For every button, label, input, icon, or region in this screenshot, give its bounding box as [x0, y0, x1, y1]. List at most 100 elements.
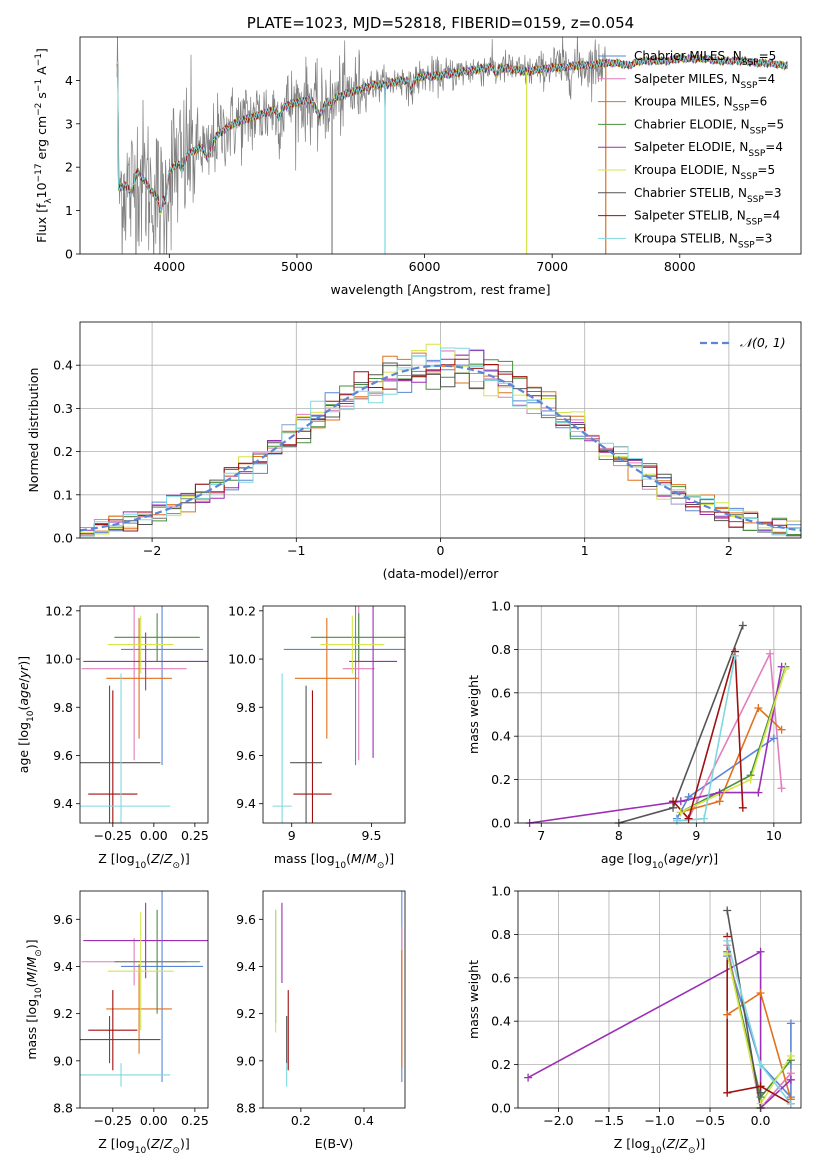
x-axis-label: E(B-V)	[315, 1136, 354, 1151]
y-tick-label: 9.4	[236, 959, 256, 974]
axes-frame	[79, 321, 802, 539]
y-tick-label: 9.0	[53, 1053, 73, 1068]
weight-marker	[786, 1075, 795, 1084]
weight-marker	[676, 808, 685, 817]
plot-area	[80, 606, 208, 823]
weight-marker	[669, 797, 678, 806]
y-tick-label: 0.8	[491, 642, 511, 657]
plot-area	[272, 606, 405, 823]
y-tick-label: 3	[65, 116, 73, 131]
weight-marker	[781, 664, 790, 673]
axes-frame	[79, 36, 802, 255]
y-tick-label: 9.2	[53, 1006, 73, 1021]
y-tick-label: 0.4	[491, 1014, 511, 1029]
weight-marker	[715, 788, 724, 797]
weight-marker	[700, 814, 709, 823]
x-axis-label: Z [log10(Z/Z⊙)]	[614, 1136, 706, 1156]
legend-entry: Kroupa STELIB, NSSP=3	[634, 231, 772, 250]
weight-marker	[723, 1088, 732, 1097]
plot-area	[529, 625, 787, 823]
y-tick-label: 0.2	[53, 444, 73, 459]
axes-frame	[262, 605, 406, 824]
x-tick-label: 0.2	[291, 1113, 311, 1128]
x-tick-label: 8000	[664, 259, 696, 274]
x-tick-label: 2	[725, 543, 733, 558]
weight-marker	[684, 792, 693, 801]
normal-curve	[80, 364, 801, 532]
y-tick-label: 0.0	[491, 1101, 511, 1116]
y-tick-label: 9.4	[53, 959, 73, 974]
x-tick-label: 6000	[409, 259, 441, 274]
y-tick-label: 9.8	[53, 700, 73, 715]
plot-area	[116, 37, 789, 254]
weight-marker	[786, 1019, 795, 1028]
x-tick-label: 0.4	[354, 1113, 374, 1128]
weight-marker	[676, 797, 685, 806]
weight-marker	[684, 814, 693, 823]
histogram-step	[80, 347, 801, 537]
weight-marker	[786, 1051, 795, 1060]
x-axis-label: Z [log10(Z/Z⊙)]	[98, 851, 190, 871]
x-tick-label: 10	[766, 828, 782, 843]
y-axis-label: mass weight	[466, 675, 481, 754]
plot-area	[80, 343, 801, 537]
x-tick-label: 8	[615, 828, 623, 843]
y-axis-label: Flux [fλ10−17 erg cm−2 s−1 A−1]	[34, 48, 54, 243]
x-tick-label: 9	[692, 828, 700, 843]
legend-entry: Kroupa ELODIE, NSSP=5	[634, 163, 775, 182]
x-tick-label: 7	[537, 828, 545, 843]
y-tick-label: 0.4	[53, 358, 73, 373]
weight-marker	[723, 949, 732, 958]
legend-entry: 𝒩(0, 1)	[740, 335, 786, 350]
y-tick-label: 0.6	[491, 970, 511, 985]
weight-marker	[715, 797, 724, 806]
legend-entry: Salpeter MILES, NSSP=4	[634, 72, 775, 91]
histogram-step	[80, 362, 801, 537]
y-tick-label: 9.6	[236, 912, 256, 927]
y-tick-label: 1.0	[491, 884, 511, 899]
model-spectrum	[116, 53, 789, 212]
weight-marker	[524, 1073, 533, 1082]
y-axis-label: age [log10(age/yr)]	[16, 656, 36, 773]
y-tick-label: 0.1	[53, 487, 73, 502]
legend-entry: Salpeter STELIB, NSSP=4	[634, 209, 780, 228]
weight-marker	[754, 788, 763, 797]
weight-marker	[756, 1082, 765, 1091]
y-tick-label: 0.2	[491, 772, 511, 787]
x-tick-label: 9.5	[362, 828, 382, 843]
weight-marker	[777, 784, 786, 793]
weight-marker	[746, 775, 755, 784]
x-tick-label: −1	[287, 543, 305, 558]
y-tick-label: 0.0	[491, 816, 511, 831]
weight-marker	[672, 816, 681, 825]
x-tick-label: −2.0	[543, 1113, 573, 1128]
x-tick-label: 4000	[153, 259, 185, 274]
x-tick-label: 0	[437, 543, 445, 558]
chart-title: PLATE=1023, MJD=52818, FIBERID=0159, z=0…	[247, 14, 634, 32]
x-axis-label: wavelength [Angstrom, rest frame]	[330, 282, 550, 297]
weight-marker	[765, 649, 774, 658]
weight-marker	[738, 803, 747, 812]
axes-frame	[262, 890, 406, 1109]
axes-frame	[517, 890, 802, 1109]
y-tick-label: 10.2	[228, 603, 256, 618]
weight-marker	[777, 725, 786, 734]
x-tick-label: 5000	[281, 259, 313, 274]
weight-marker	[769, 734, 778, 743]
axes-weight-vs-age: 7 8 9 10 0.0 0.2 0.4 0.6 0.8 1.0 age [log10(age/yr…	[466, 599, 802, 871]
x-tick-label: 0.00	[140, 1113, 168, 1128]
x-axis-label: (data-model)/error	[383, 566, 500, 581]
weight-marker	[723, 906, 732, 915]
x-tick-label: 0.25	[181, 1113, 209, 1128]
y-tick-label: 0.8	[491, 927, 511, 942]
y-tick-label: 9.6	[236, 748, 256, 763]
weight-marker	[723, 1010, 732, 1019]
x-tick-label: 9	[288, 828, 296, 843]
y-tick-label: 9.2	[236, 1006, 256, 1021]
x-tick-label: 0.0	[751, 1113, 771, 1128]
y-tick-label: 4	[65, 73, 73, 88]
x-tick-label: −1.5	[594, 1113, 624, 1128]
y-tick-label: 10.2	[45, 603, 73, 618]
x-tick-label: −2	[143, 543, 161, 558]
y-tick-label: 8.8	[53, 1101, 73, 1116]
